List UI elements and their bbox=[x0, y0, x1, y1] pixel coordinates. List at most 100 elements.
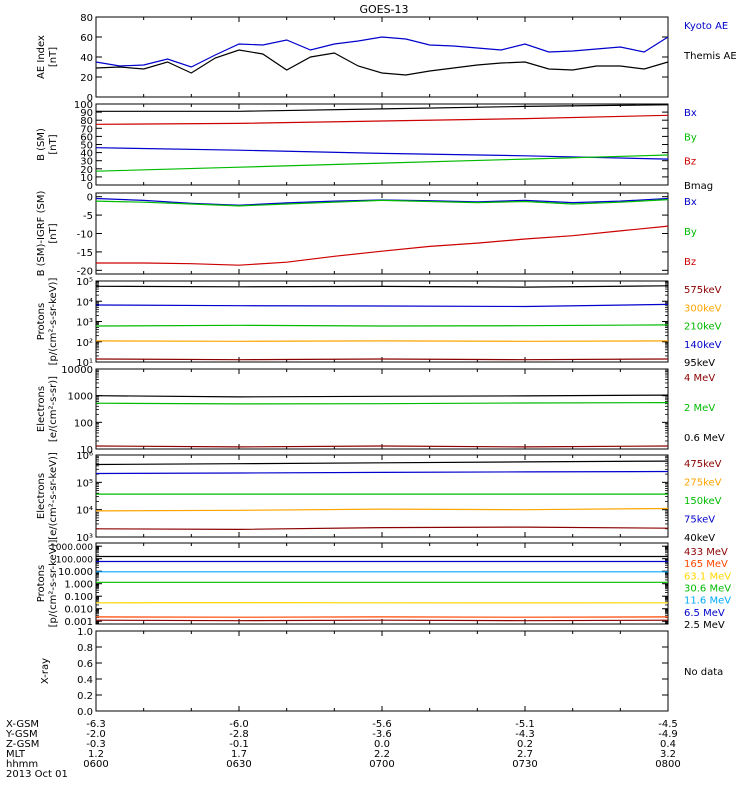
series-line-bmag bbox=[96, 104, 669, 112]
footer-date: 2013 Oct 01 bbox=[6, 769, 68, 780]
footer-value: 3.2 bbox=[660, 749, 676, 760]
y-tick-label: 1000.000 bbox=[50, 543, 93, 553]
series-line-95kev bbox=[95, 285, 669, 288]
legend-entry: 4 MeV bbox=[684, 373, 715, 384]
legend-entry: 150keV bbox=[684, 496, 722, 507]
y-tick-label: 100 bbox=[74, 418, 93, 429]
y-tick-label: 100 bbox=[74, 100, 93, 111]
footer-row-label: Z-GSM bbox=[6, 739, 39, 750]
legend-entry: 2 MeV bbox=[684, 403, 715, 414]
series-line-themis-ae bbox=[95, 49, 669, 76]
y-axis-label: Protons bbox=[36, 565, 47, 602]
legend-entry: Bz bbox=[684, 157, 696, 168]
y-axis-label: Electrons bbox=[36, 473, 47, 519]
legend-entry: 6.5 MeV bbox=[684, 608, 725, 619]
y-axis-label: X-ray bbox=[40, 658, 51, 684]
footer-value: -5.6 bbox=[372, 719, 392, 730]
no-data-note: No data bbox=[684, 667, 723, 678]
y-axis-label: [p/(cm²-s-sr-keV)] bbox=[48, 540, 59, 628]
y-axis-label: [e/(cm²-s-sr)] bbox=[48, 376, 59, 442]
y-tick-label: 90 bbox=[80, 108, 93, 119]
series-line-575kev bbox=[95, 358, 669, 361]
y-tick-label: 10⁵ bbox=[76, 478, 93, 489]
footer-row-label: X-GSM bbox=[6, 719, 39, 730]
series-line-bx bbox=[95, 147, 669, 160]
footer-value: -2.8 bbox=[229, 729, 249, 740]
footer-value: -6.0 bbox=[229, 719, 249, 730]
footer-value: 0600 bbox=[83, 759, 108, 770]
legend-entry: 11.6 MeV bbox=[684, 596, 731, 607]
y-axis-label: [nT] bbox=[48, 223, 59, 243]
y-tick-label: 0.001 bbox=[64, 617, 93, 628]
series-line-140kev bbox=[95, 303, 669, 308]
legend-entry: 95keV bbox=[684, 358, 715, 369]
series-line-kyoto-ae bbox=[95, 36, 669, 68]
y-axis-label: [e/(cm²-s-sr-keV)] bbox=[48, 452, 59, 540]
series-line-0-6-mev bbox=[95, 394, 669, 398]
legend-entry: By bbox=[684, 227, 697, 238]
legend-entry: 210keV bbox=[684, 322, 722, 333]
series-line-by bbox=[95, 199, 669, 207]
y-tick-label: 10.000 bbox=[58, 567, 93, 578]
series-line-210kev bbox=[95, 324, 669, 327]
y-tick-label: 30 bbox=[80, 157, 93, 168]
legend-entry: 63.1 MeV bbox=[684, 571, 731, 582]
series-line-433-mev bbox=[95, 619, 669, 622]
series-line-40kev bbox=[95, 460, 669, 466]
series-line-275kev bbox=[95, 507, 669, 512]
y-tick-label: 0.0 bbox=[77, 707, 93, 718]
plot-title: GOES-13 bbox=[359, 3, 408, 16]
y-tick-label: -15 bbox=[77, 248, 93, 259]
footer-value: -6.3 bbox=[86, 719, 106, 730]
footer-value: 2.2 bbox=[374, 749, 390, 760]
y-tick-label: 100.000 bbox=[56, 556, 93, 566]
legend-entry: 575keV bbox=[684, 285, 722, 296]
footer-value: 0730 bbox=[512, 759, 537, 770]
y-tick-label: 0.8 bbox=[77, 643, 93, 654]
y-tick-label: 10² bbox=[76, 338, 93, 349]
y-tick-label: 10⁴ bbox=[76, 297, 93, 308]
y-tick-label: 80 bbox=[80, 116, 93, 127]
ephemeris-footer: X-GSM -6.3 -6.0 -5.6 -5.1 -4.5 Y-GSM -2.0 -2.8 -3… bbox=[5, 719, 681, 780]
footer-value: 1.2 bbox=[88, 749, 104, 760]
footer-value: 1.7 bbox=[231, 749, 247, 760]
y-tick-label: 0.100 bbox=[64, 592, 93, 603]
footer-row-label: MLT bbox=[6, 749, 26, 760]
footer-value: 0700 bbox=[369, 759, 394, 770]
y-tick-label: 10000 bbox=[61, 365, 93, 376]
y-tick-label: 0.010 bbox=[64, 605, 93, 616]
footer-value: -3.6 bbox=[372, 729, 392, 740]
legend-entry: 300keV bbox=[684, 303, 722, 314]
y-axis-label: AE Index bbox=[36, 35, 47, 79]
y-tick-label: 10⁵ bbox=[76, 277, 93, 288]
series-line-bz bbox=[95, 114, 669, 125]
y-tick-label: 20 bbox=[80, 165, 93, 176]
y-tick-label: 1.0 bbox=[77, 627, 93, 638]
footer-value: 0.4 bbox=[660, 739, 676, 750]
legend-entry: 275keV bbox=[684, 478, 722, 489]
y-tick-label: 1000 bbox=[68, 392, 93, 403]
series-line-475kev bbox=[95, 526, 669, 531]
y-axis-label: [p/(cm²-s-sr-keV)] bbox=[48, 278, 59, 366]
legend-entry: Bz bbox=[684, 257, 696, 268]
footer-row-label: hhmm bbox=[6, 759, 38, 770]
y-tick-label: 20 bbox=[80, 73, 93, 84]
footer-value: 0.0 bbox=[374, 739, 390, 750]
footer-row-label: Y-GSM bbox=[5, 729, 38, 740]
legend-entry: Themis AE bbox=[683, 51, 737, 62]
footer-value: -5.1 bbox=[515, 719, 535, 730]
y-tick-label: 10³ bbox=[76, 533, 93, 544]
legend-entry: Bx bbox=[684, 197, 697, 208]
y-tick-label: 80 bbox=[80, 13, 93, 24]
legend-entry: Bx bbox=[684, 108, 697, 119]
legend-entry: 40keV bbox=[684, 533, 715, 544]
y-axis-label: Protons bbox=[36, 303, 47, 340]
y-axis-label: [nT] bbox=[48, 134, 59, 154]
y-tick-label: 10⁴ bbox=[76, 506, 93, 517]
legend-entry: 140keV bbox=[684, 340, 722, 351]
y-axis-label: B (SM) bbox=[36, 128, 47, 161]
footer-value: 0630 bbox=[226, 759, 251, 770]
